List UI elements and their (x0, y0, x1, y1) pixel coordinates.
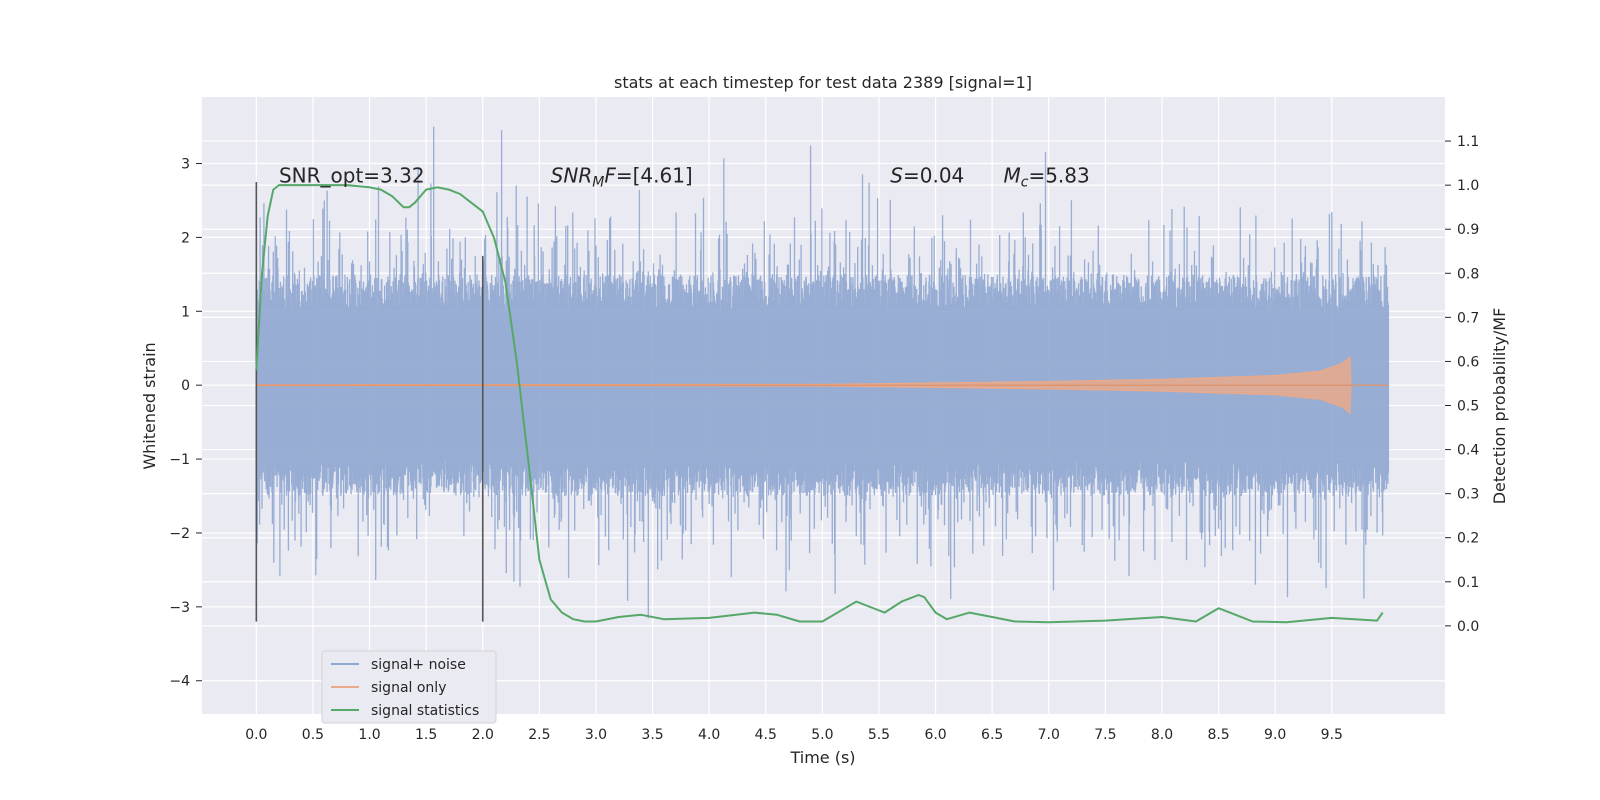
y2-tick-label: 0.2 (1457, 531, 1479, 547)
y-tick-label: −4 (169, 674, 190, 690)
x-tick-labels: 0.0 0.5 1.0 1.5 2.0 2.5 3.0 3.5 4.0 4.5 5.0 5.5 6.0 6… (245, 727, 1343, 743)
x-tick-label: 5.0 (811, 727, 833, 743)
y2-tick-label: 0.0 (1457, 619, 1479, 635)
y-tick-label: 1 (181, 304, 190, 320)
x-tick-label: 4.5 (755, 727, 777, 743)
y2-tick-label: 0.1 (1457, 575, 1479, 591)
y2-tick-label: 0.7 (1457, 310, 1479, 326)
legend: signal+ noise signal only signal statist… (321, 650, 497, 724)
x-tick-label: 1.0 (358, 727, 380, 743)
x-tick-label: 8.5 (1207, 727, 1229, 743)
series-signal-only (255, 355, 1389, 415)
y2-tick-labels: 1.1 1.0 0.9 0.8 0.7 0.6 0.5 0.4 0.3 0.2 0.1 0.0 (1445, 134, 1479, 635)
x-tick-label: 0.0 (245, 727, 267, 743)
y2-tick-label: 0.9 (1457, 222, 1479, 238)
y-axis-label: Whitened strain (140, 342, 159, 469)
y2-tick-label: 0.8 (1457, 266, 1479, 282)
x-tick-label: 4.0 (698, 727, 720, 743)
series-signal-statistics (255, 184, 1384, 624)
x-tick-label: 6.0 (924, 727, 946, 743)
x-tick-label: 7.5 (1094, 727, 1116, 743)
x-tick-label: 0.5 (302, 727, 324, 743)
annotation-snr-opt: SNR_opt=3.32 (279, 164, 425, 188)
x-tick-label: 3.5 (641, 727, 663, 743)
annotations: SNR_opt=3.32 SNRMF=[4.61] S=0.04 Mc=5.83 (279, 164, 1090, 191)
x-tick-label: 7.0 (1038, 727, 1060, 743)
y-tick-label: −3 (169, 600, 190, 616)
time-markers (255, 181, 484, 622)
x-tick-label: 1.5 (415, 727, 437, 743)
x-tick-label: 8.0 (1151, 727, 1173, 743)
y-tick-label: 0 (181, 378, 190, 394)
annotation-snr-mf: SNRMF=[4.61] (551, 164, 693, 191)
y2-tick-label: 0.3 (1457, 487, 1479, 503)
legend-label-noise: signal+ noise (371, 657, 466, 673)
y2-tick-label: 0.6 (1457, 354, 1479, 370)
y-tick-label: 3 (181, 157, 190, 173)
annotation-mc: Mc=5.83 (1003, 164, 1089, 191)
x-tick-label: 9.0 (1264, 727, 1286, 743)
x-tick-label: 6.5 (981, 727, 1003, 743)
y-tick-labels: 3 2 1 0 −1 −2 −3 −4 (169, 157, 202, 690)
annotation-s: S=0.04 (890, 164, 964, 188)
y-tick-label: 2 (181, 230, 190, 246)
y2-tick-label: 1.1 (1457, 134, 1479, 150)
legend-label-stats: signal statistics (371, 703, 479, 719)
y2-tick-label: 0.4 (1457, 443, 1479, 459)
x-tick-label: 9.5 (1321, 727, 1343, 743)
x-tick-label: 3.0 (585, 727, 607, 743)
y-tick-label: −2 (169, 526, 190, 542)
y2-tick-label: 1.0 (1457, 178, 1479, 194)
x-tick-label: 2.5 (528, 727, 550, 743)
x-tick-label: 5.5 (868, 727, 890, 743)
legend-box (321, 650, 497, 724)
y2-tick-label: 0.5 (1457, 399, 1479, 415)
legend-label-signal: signal only (371, 680, 446, 696)
y-tick-label: −1 (169, 452, 190, 468)
x-axis-label: Time (s) (789, 748, 855, 767)
stats-line (255, 184, 1384, 624)
x-tick-label: 2.0 (472, 727, 494, 743)
y2-axis-label: Detection probability/MF (1490, 308, 1509, 505)
chart-title: stats at each timestep for test data 238… (614, 73, 1032, 92)
